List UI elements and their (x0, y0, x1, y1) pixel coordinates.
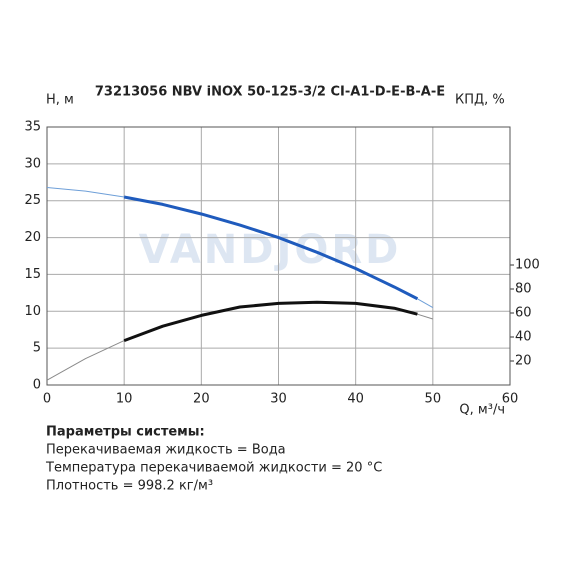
y-tick-label: 35 (24, 120, 41, 135)
y2-axis-label: КПД, % (455, 93, 505, 108)
curve (123, 300, 418, 343)
y2-tick-label: 60 (515, 306, 532, 321)
y-tick-label: 20 (24, 230, 41, 245)
params-title: Параметры системы: (46, 425, 205, 440)
y2-tick-label: 40 (515, 330, 532, 345)
y-tick-label: 25 (24, 193, 41, 208)
curve (46, 301, 433, 381)
params-line: Перекачиваемая жидкость = Вода (46, 443, 286, 458)
x-tick-label: 10 (116, 392, 133, 407)
y-tick-label: 15 (24, 267, 41, 282)
y-tick-label: 5 (33, 341, 41, 356)
curve (123, 195, 419, 301)
x-tick-label: 40 (347, 392, 364, 407)
y-tick-label: 10 (24, 304, 41, 319)
y-tick-label: 0 (33, 378, 41, 393)
x-tick-label: 0 (43, 392, 51, 407)
x-tick-label: 50 (425, 392, 442, 407)
x-axis-label: Q, м³/ч (459, 403, 505, 418)
y2-tick-label: 100 (515, 258, 540, 273)
x-tick-label: 20 (193, 392, 210, 407)
x-tick-label: 60 (502, 392, 519, 407)
params-line: Температура перекачиваемой жидкости = 20… (45, 461, 382, 476)
chart-title: 73213056 NBV iNOX 50-125-3/2 CI-A1-D-E-B… (95, 85, 445, 100)
plot-frame (46, 126, 511, 386)
y2-tick-label: 20 (515, 354, 532, 369)
params-line: Плотность = 998.2 кг/м³ (46, 479, 213, 494)
x-tick-label: 30 (270, 392, 287, 407)
y2-tick-label: 80 (515, 282, 532, 297)
y-axis-label: H, м (46, 93, 74, 108)
y-tick-label: 30 (24, 156, 41, 171)
